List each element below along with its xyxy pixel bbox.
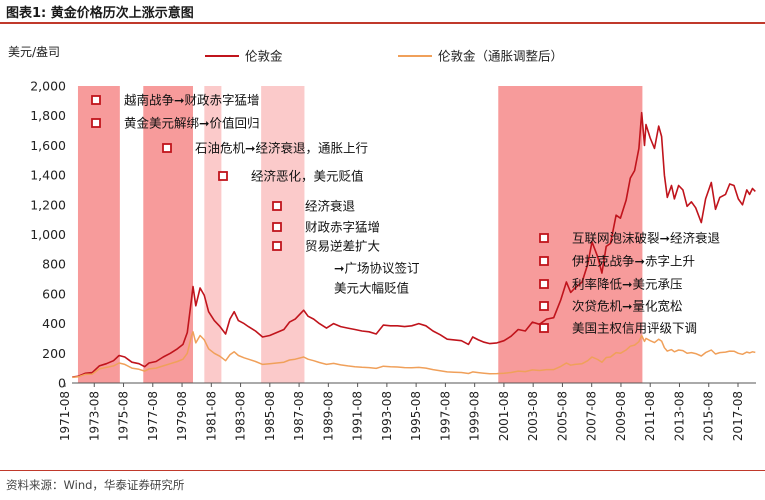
x-tick-label: 2009-08 [614,391,628,441]
x-tick-label: 1987-08 [292,391,306,441]
annotation-marker [539,301,549,311]
series-line-nominal [72,111,756,378]
annotation-marker [539,233,549,243]
annotation-text: 经济恶化，美元贬值 [251,169,364,184]
annotation-text: 次贷危机➞量化宽松 [572,299,682,314]
shaded-period [77,86,120,383]
shaded-periods [77,86,643,383]
x-tick-label: 1977-08 [146,391,160,441]
y-tick-label: 0 [58,376,66,391]
x-tick-label: 2007-08 [585,391,599,441]
annotation-marker [272,241,282,251]
annotation-marker [539,256,549,266]
x-tick-label: 1985-08 [263,391,277,441]
title-divider [0,22,765,24]
series-line-real [72,331,756,379]
x-tick-label: 2003-08 [526,391,540,441]
shaded-period [204,86,222,383]
y-tick-label: 1,800 [30,108,66,123]
x-tick-label: 2015-08 [702,391,716,441]
annotation-text: 财政赤字猛增 [305,220,380,235]
figure-title: 图表1: 黄金价格历次上涨示意图 [6,6,194,21]
x-tick-label: 2011-08 [643,391,657,441]
annotation-marker [539,323,549,333]
legend-label: 伦敦金（通胀调整后） [438,49,563,64]
x-tick-label: 2001-08 [497,391,511,441]
y-tick-label: 800 [42,257,66,272]
annotation-text: 美元大幅贬值 [334,281,409,296]
annotation-text: 美国主权信用评级下调 [572,321,697,336]
annotation-text: 伊拉克战争➞赤字上升 [572,254,695,269]
source-note: 资料来源：Wind，华泰证券研究所 [6,478,185,492]
y-tick-label: 400 [42,316,66,331]
x-tick-label: 2005-08 [555,391,569,441]
y-axis-label: 美元/盎司 [8,45,60,59]
annotation-text: 黄金美元解绑➞价值回归 [124,116,259,131]
shaded-period [261,86,305,383]
gold-price-chart: 0 200 400 600 800 1,000 1,200 1,400 1,600 1,800 2,… [8,45,756,441]
shaded-period [143,86,193,383]
x-tick-label: 1995-08 [409,391,423,441]
annotation-text: 互联网泡沫破裂➞经济衰退 [572,231,720,246]
annotation-marker [91,118,101,128]
x-tick-label: 1979-08 [175,391,189,441]
annotation-marker [272,201,282,211]
x-tick-label: 1975-08 [117,391,131,441]
y-tick-label: 1,000 [30,227,66,242]
x-tick-label: 1999-08 [468,391,482,441]
annotation-text: 经济衰退 [305,199,356,214]
legend: 伦敦金 伦敦金（通胀调整后） [205,49,563,64]
axes: 0 200 400 600 800 1,000 1,200 1,400 1,600 1,800 2,… [30,79,756,441]
annotation-marker [162,143,172,153]
annotation-text: 石油危机➞经济衰退，通胀上行 [195,141,368,156]
x-tick-label: 1991-08 [351,391,365,441]
y-tick-label: 1,600 [30,138,66,153]
annotation-text: 贸易逆差扩大 [305,239,380,254]
y-tick-label: 200 [42,346,66,361]
x-tick-label: 1989-08 [321,391,335,441]
annotation-marker [218,171,228,181]
annotations: 越南战争➞财政赤字猛增黄金美元解绑➞价值回归石油危机➞经济衰退，通胀上行经济恶化… [91,93,720,336]
x-tick-label: 2013-08 [672,391,686,441]
y-tick-label: 2,000 [30,79,66,94]
y-tick-label: 600 [42,286,66,301]
annotation-marker [539,279,549,289]
legend-label: 伦敦金 [245,49,283,64]
shaded-period [498,86,643,383]
x-tick-label: 1983-08 [234,391,248,441]
annotation-text: 利率降低➞美元承压 [572,277,682,292]
x-tick-label: 1993-08 [380,391,394,441]
annotation-marker [91,95,101,105]
annotation-marker [272,222,282,232]
annotation-text: ➞广场协议签订 [334,261,419,276]
x-tick-label: 1997-08 [438,391,452,441]
y-tick-label: 1,400 [30,168,66,183]
x-tick-label: 1973-08 [87,391,101,441]
x-tick-label: 1981-08 [204,391,218,441]
x-tick-label: 1971-08 [58,391,72,441]
annotation-text: 越南战争➞财政赤字猛增 [124,93,259,108]
footer-divider [0,470,765,471]
x-tick-label: 2017-08 [731,391,745,441]
series-lines [72,111,756,379]
y-tick-label: 1,200 [30,197,66,212]
